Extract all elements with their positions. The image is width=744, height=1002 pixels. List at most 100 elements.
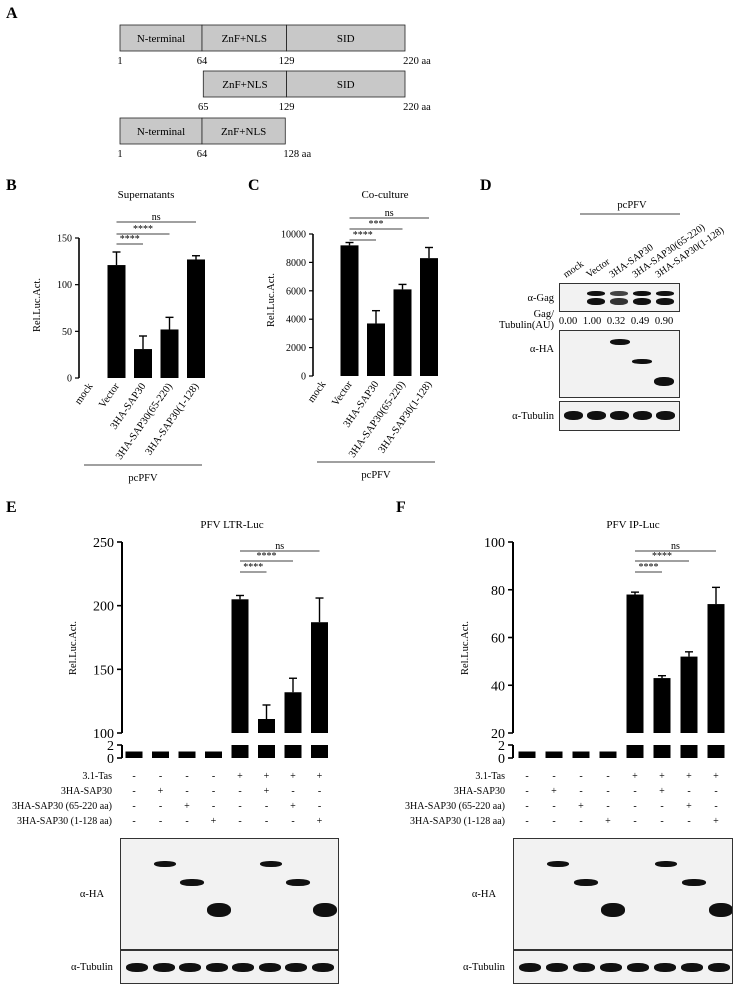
y-tick-label: 50 bbox=[62, 327, 72, 338]
blot-band bbox=[600, 963, 622, 972]
significance-label: ns bbox=[671, 541, 680, 552]
bar bbox=[160, 329, 179, 378]
significance-label: **** bbox=[257, 551, 277, 562]
blot-band bbox=[547, 861, 569, 867]
gag-tubulin-ratio: 0.49 bbox=[631, 316, 649, 327]
blot-band bbox=[632, 359, 652, 364]
category-label: mock bbox=[306, 379, 329, 405]
y-axis-title: Rel.Luc.Act. bbox=[32, 278, 43, 332]
bar bbox=[599, 751, 617, 758]
treatment-sign: - bbox=[579, 786, 582, 797]
bar bbox=[572, 751, 590, 758]
bar bbox=[187, 259, 205, 378]
domain-segment bbox=[202, 70, 287, 98]
treatment-sign: - bbox=[525, 786, 528, 797]
blot-band bbox=[610, 339, 630, 345]
y-tick-label: 4000 bbox=[286, 315, 306, 326]
ratio-label: Tubulin(AU) bbox=[499, 320, 555, 331]
treatment-sign: - bbox=[185, 816, 188, 827]
aa-position-tick: 1 bbox=[117, 149, 122, 160]
y-axis-title: Rel.Luc.Act. bbox=[460, 621, 471, 675]
treatment-sign: + bbox=[317, 816, 323, 827]
treatment-sign: + bbox=[713, 771, 719, 782]
domain-map-panel: N-terminal ZnF+NLS SID 1 64 129 220 aa ZnF+NLS S… bbox=[117, 24, 431, 160]
blot-label-tubulin: α-Tubulin bbox=[512, 411, 555, 422]
blot-d-tubulin bbox=[559, 401, 680, 431]
bar-upper bbox=[258, 718, 275, 733]
blot-band bbox=[656, 298, 674, 305]
treatment-sign: - bbox=[606, 801, 609, 812]
domain-label: SID bbox=[337, 79, 355, 91]
blot-band bbox=[286, 879, 310, 886]
blot-band bbox=[152, 963, 175, 972]
aa-position-tick: 128 aa bbox=[283, 149, 311, 160]
aa-position-tick: 65 bbox=[198, 102, 209, 113]
y-tick-label: 6000 bbox=[286, 286, 306, 297]
treatment-sign: + bbox=[237, 771, 243, 782]
treatment-sign: + bbox=[713, 816, 719, 827]
treatment-row-label: 3HA-SAP30 bbox=[61, 786, 112, 797]
significance-label: **** bbox=[353, 230, 373, 241]
treatment-sign: + bbox=[659, 786, 665, 797]
aa-position-tick: 64 bbox=[197, 56, 208, 67]
bar-lower bbox=[707, 745, 725, 758]
bar-chart-pfv-ltr-luc: PFV LTR-Luc 100 150 200 250 02 Rel.Luc.Act. ***… bbox=[68, 519, 328, 767]
blot-band bbox=[709, 903, 732, 917]
blot-band bbox=[654, 377, 674, 386]
y-tick-label: 100 bbox=[484, 536, 505, 551]
domain-label: N-terminal bbox=[137, 126, 185, 138]
treatment-sign: + bbox=[211, 816, 217, 827]
blot-band bbox=[656, 291, 674, 296]
blot-band bbox=[206, 903, 231, 917]
domain-label: N-terminal bbox=[137, 33, 185, 45]
bar-chart-pfv-ip-luc: PFV IP-Luc 20 40 60 80 100 02 Rel.Luc.Act. *****… bbox=[460, 519, 725, 767]
y-tick-label: 0 bbox=[498, 752, 505, 767]
bar-upper bbox=[680, 656, 698, 733]
treatment-row-label: 3HA-SAP30 (1-128 aa) bbox=[410, 816, 505, 827]
treatment-table-f: 3.1-Tas - - - - + + + +3HA-SAP30 - + - - - + - - 3HA-SAP3… bbox=[405, 771, 719, 827]
bar-lower bbox=[653, 745, 671, 758]
y-tick-label: 150 bbox=[93, 663, 114, 678]
blot-f-ha bbox=[513, 838, 733, 950]
ratio-label: Gag/ bbox=[534, 309, 554, 320]
treatment-sign: - bbox=[552, 771, 555, 782]
treatment-sign: - bbox=[687, 816, 690, 827]
blot-band bbox=[633, 298, 651, 305]
blot-band bbox=[180, 879, 204, 886]
aa-position-tick: 220 aa bbox=[403, 102, 431, 113]
bar bbox=[420, 258, 438, 376]
bar-upper bbox=[311, 622, 328, 733]
blot-band bbox=[232, 963, 254, 972]
blot-band bbox=[655, 861, 677, 867]
treatment-sign: + bbox=[578, 801, 584, 812]
blot-band bbox=[627, 963, 649, 972]
blot-band bbox=[587, 298, 605, 305]
blot-label-ha: α-HA bbox=[530, 344, 555, 355]
y-tick-label: 80 bbox=[491, 584, 505, 599]
significance-label: *** bbox=[369, 219, 384, 230]
bar-upper bbox=[653, 678, 671, 733]
treatment-sign: + bbox=[290, 771, 296, 782]
y-tick-label: 10000 bbox=[281, 230, 306, 241]
bar-chart-co-culture: Co-culture 0 2000 4000 6000 8000 10000 Rel.Luc.… bbox=[266, 189, 438, 481]
y-tick-label: 20 bbox=[491, 727, 505, 742]
treatment-sign: - bbox=[633, 786, 636, 797]
domain-label: ZnF+NLS bbox=[222, 33, 267, 45]
domain-segment bbox=[201, 24, 287, 52]
blot-band bbox=[633, 291, 651, 296]
blot-band bbox=[312, 903, 337, 917]
treatment-sign: - bbox=[714, 801, 717, 812]
y-tick-label: 2 bbox=[107, 739, 114, 754]
panel-letter-d: D bbox=[480, 177, 492, 194]
domain-segment bbox=[119, 24, 203, 52]
treatment-sign: - bbox=[265, 801, 268, 812]
bar bbox=[340, 245, 359, 376]
bar-upper bbox=[231, 599, 249, 733]
category-label: Vector bbox=[97, 381, 122, 410]
blot-band bbox=[610, 298, 628, 305]
bar-lower bbox=[311, 745, 328, 758]
aa-position-tick: 1 bbox=[117, 56, 122, 67]
treatment-sign: - bbox=[159, 801, 162, 812]
treatment-sign: - bbox=[159, 771, 162, 782]
group-label: pcPFV bbox=[617, 200, 647, 211]
